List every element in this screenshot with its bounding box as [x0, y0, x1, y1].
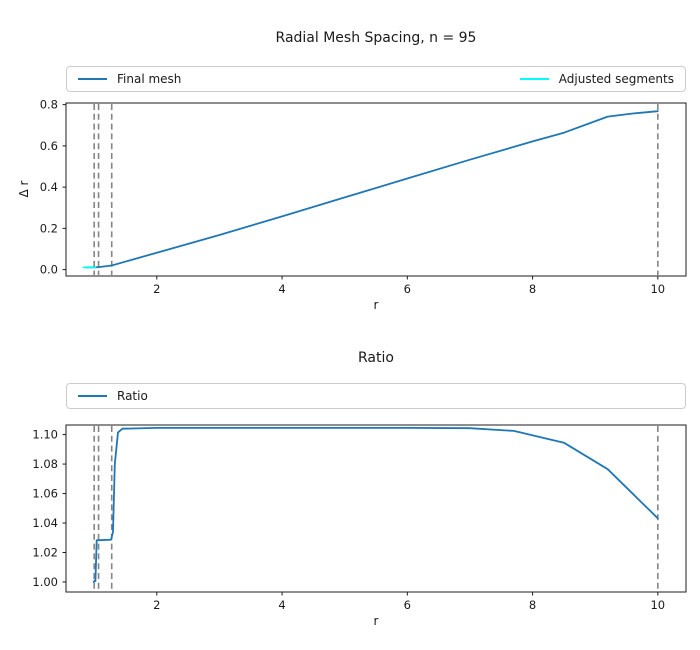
- y-tick-label: 1.00: [32, 575, 58, 589]
- top-chart-legend: Final mesh Adjusted segments: [66, 66, 686, 92]
- top-chart-axes: 2 4 6 8 10 0.0 0.2 0.4 0.6 0.8: [40, 98, 687, 296]
- legend-item-ratio: Ratio: [78, 389, 148, 403]
- y-tick-label: 1.04: [32, 516, 58, 530]
- adjusted-segments-line-icon: [519, 78, 549, 80]
- series-line-ratio: [92, 426, 659, 583]
- legend-label: Ratio: [117, 389, 148, 403]
- x-tick-label: 6: [404, 282, 411, 296]
- y-tick-label: 1.02: [32, 545, 58, 559]
- x-tick-label: 2: [153, 598, 160, 612]
- y-tick-label: 0.2: [40, 221, 58, 235]
- x-tick-label: 10: [650, 598, 665, 612]
- axes-frame: [65, 102, 687, 277]
- legend-label: Adjusted segments: [558, 72, 674, 86]
- legend-item-adjusted-segments: Adjusted segments: [519, 72, 674, 86]
- top-chart-title: Radial Mesh Spacing, n = 95: [275, 30, 477, 46]
- bottom-chart-title: Ratio: [358, 350, 394, 366]
- bottom-chart-axes: 2 4 6 8 10 1.00 1.02 1.04 1.06 1.08 1.10: [32, 424, 687, 612]
- y-tick-label: 1.08: [32, 457, 58, 471]
- y-tick-label: 0.0: [40, 263, 58, 277]
- final-mesh-line-icon: [78, 78, 107, 80]
- ratio-line-icon: [78, 395, 107, 397]
- y-tick-label: 1.10: [32, 428, 58, 442]
- x-tick-label: 8: [529, 282, 536, 296]
- x-tick-label: 4: [278, 282, 285, 296]
- x-tick-label: 8: [529, 598, 536, 612]
- y-tick-label: 1.06: [32, 487, 58, 501]
- axes-frame: [65, 424, 687, 593]
- bottom-chart-xlabel: r: [373, 614, 379, 628]
- series-line-final-mesh: [84, 110, 659, 269]
- x-tick-label: 2: [153, 282, 160, 296]
- y-tick-label: 0.8: [40, 98, 58, 112]
- top-chart-xlabel: r: [373, 298, 379, 312]
- x-tick-label: 6: [404, 598, 411, 612]
- y-tick-label: 0.4: [40, 180, 58, 194]
- x-tick-label: 4: [278, 598, 285, 612]
- legend-item-final-mesh: Final mesh: [78, 72, 181, 86]
- y-tick-label: 0.6: [40, 139, 58, 153]
- legend-label: Final mesh: [117, 72, 182, 86]
- x-tick-label: 10: [650, 282, 665, 296]
- bottom-chart-legend: Ratio: [66, 383, 686, 409]
